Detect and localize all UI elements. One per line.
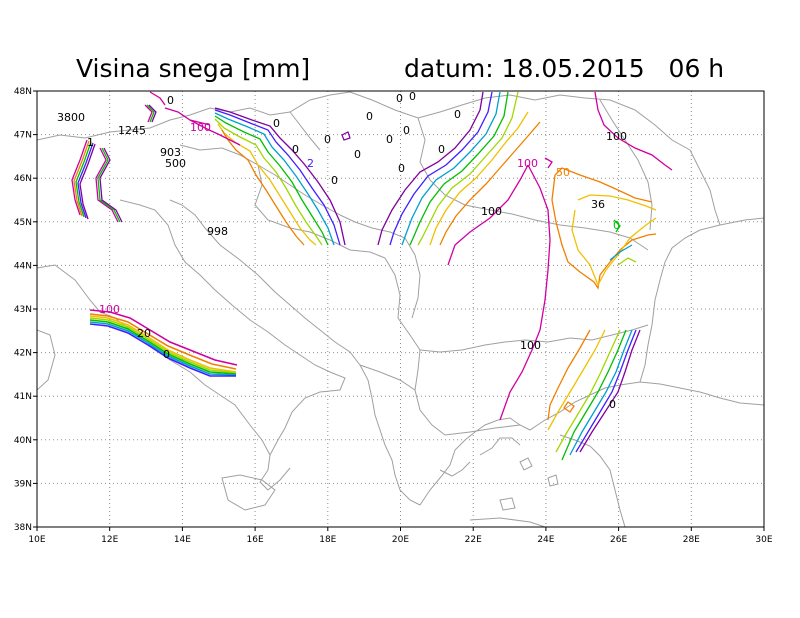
label-0-it: 0: [163, 348, 170, 361]
label-0-a: 0: [273, 117, 280, 130]
lat-tick-label: 47N: [14, 131, 32, 141]
lon-tick-label: 28E: [683, 535, 700, 545]
axis-ticks: 10E 12E 14E 16E 18E 20E 22E 24E 26E 28E 30E 48N 47N 4…: [14, 87, 773, 545]
label-100-c: 100: [517, 157, 538, 170]
lat-tick-label: 43N: [14, 305, 32, 315]
contour-labels: 3800 1245 1 903 500 998 100 0 0 0 0 0 0 …: [57, 90, 627, 411]
date-label: datum: 18.05.2015 06 h: [404, 54, 725, 83]
label-100-e: 100: [481, 205, 502, 218]
label-0-h: 0: [403, 124, 410, 137]
label-0-c: 0: [324, 133, 331, 146]
label-0-b: 0: [292, 143, 299, 156]
contours-alps: [71, 91, 211, 223]
label-2: 2: [307, 157, 314, 170]
label-0-d: 0: [331, 174, 338, 187]
contours-southeast: [547, 329, 641, 461]
lon-tick-label: 24E: [537, 535, 554, 545]
label-0-ro: 0: [613, 219, 620, 232]
lat-tick-label: 45N: [14, 218, 32, 228]
contours-small: [341, 131, 351, 141]
label-998: 998: [207, 225, 228, 238]
contours-romania: [499, 91, 673, 421]
contours-carpathian: [377, 91, 541, 266]
map-frame: [36, 90, 765, 528]
lat-tick-label: 42N: [14, 349, 32, 359]
label-903: 903: [160, 146, 181, 159]
lon-tick-label: 20E: [392, 535, 409, 545]
lat-tick-label: 38N: [14, 523, 32, 533]
label-50: 50: [556, 166, 570, 179]
map-grid: [37, 91, 764, 527]
lat-tick-label: 48N: [14, 87, 32, 97]
label-1245: 1245: [118, 124, 146, 137]
lon-tick-label: 22E: [465, 535, 482, 545]
label-0-f: 0: [366, 110, 373, 123]
lat-tick-label: 44N: [14, 261, 32, 271]
label-0-e: 0: [354, 148, 361, 161]
label-20-it: 20: [137, 327, 151, 340]
lon-tick-label: 30E: [755, 535, 772, 545]
map-title: Visina snega [mm]: [76, 54, 311, 83]
lon-tick-label: 26E: [610, 535, 627, 545]
label-3800: 3800: [57, 111, 85, 124]
label-100-s: 100: [520, 339, 541, 352]
label-100-alps: 100: [190, 121, 211, 134]
label-0-g: 0: [386, 133, 393, 146]
lat-tick-label: 41N: [14, 392, 32, 402]
label-0-m: 0: [454, 108, 461, 121]
label-0-k: 0: [396, 92, 403, 105]
lat-tick-label: 40N: [14, 436, 32, 446]
label-36: 36: [591, 198, 605, 211]
lon-tick-label: 12E: [101, 535, 118, 545]
label-0-i: 0: [398, 162, 405, 175]
label-0-l: 0: [409, 90, 416, 103]
lon-tick-label: 14E: [174, 535, 191, 545]
contours-pannonian: [189, 107, 346, 246]
label-0-j: 0: [438, 143, 445, 156]
lon-tick-label: 10E: [28, 535, 45, 545]
coastlines: [37, 91, 764, 527]
lon-tick-label: 16E: [247, 535, 264, 545]
lat-tick-label: 46N: [14, 174, 32, 184]
label-0-alps: 0: [167, 94, 174, 107]
label-100-it: 100: [99, 303, 120, 316]
lon-tick-label: 18E: [319, 535, 336, 545]
label-0-se: 0: [609, 398, 616, 411]
label-500: 500: [165, 157, 186, 170]
lat-tick-label: 39N: [14, 479, 32, 489]
label-1: 1: [87, 136, 94, 149]
contours-italy: [89, 309, 238, 377]
label-100-ne: 100: [606, 130, 627, 143]
